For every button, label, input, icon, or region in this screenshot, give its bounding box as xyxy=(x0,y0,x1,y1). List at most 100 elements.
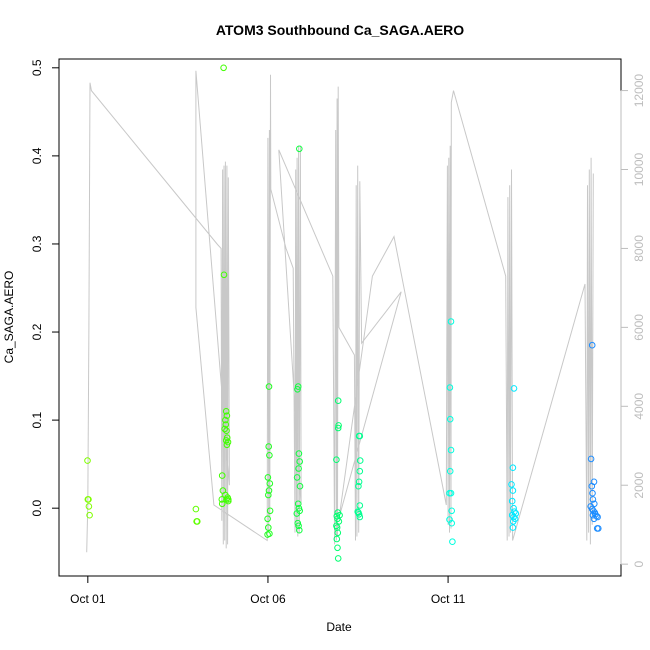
data-point xyxy=(265,487,273,494)
data-point xyxy=(222,408,230,415)
data-point xyxy=(356,457,364,464)
data-point xyxy=(295,522,302,530)
data-point xyxy=(293,474,301,481)
data-point xyxy=(85,496,92,503)
data-point xyxy=(509,524,517,531)
data-point xyxy=(336,511,343,519)
y2-tick-label: 0 xyxy=(632,561,646,568)
data-point xyxy=(334,397,342,405)
y2-tick-label: 8000 xyxy=(632,235,646,262)
data-point xyxy=(509,464,517,472)
y-tick-label: 0.3 xyxy=(30,235,44,252)
data-point xyxy=(334,424,342,432)
data-point xyxy=(334,555,342,562)
x-axis-label: Date xyxy=(326,620,352,634)
data-point xyxy=(293,510,301,517)
data-point xyxy=(447,318,455,325)
y2-tick-label: 12000 xyxy=(632,74,646,108)
data-point xyxy=(355,478,363,486)
y-tick-label: 0.4 xyxy=(30,147,44,164)
data-point xyxy=(265,524,272,531)
data-point xyxy=(295,450,303,457)
y-axis-right: 0 2000 4000 6000 8000 10000 12000 xyxy=(620,74,646,568)
data-point xyxy=(589,496,597,503)
data-points-layer xyxy=(84,64,602,562)
data-point xyxy=(86,511,93,519)
data-point xyxy=(356,502,364,509)
data-point xyxy=(294,500,302,508)
data-point xyxy=(595,525,602,532)
data-point xyxy=(218,496,226,503)
data-point xyxy=(223,427,230,435)
x-tick-label: Oct 06 xyxy=(250,592,286,606)
y-tick-label: 0.0 xyxy=(30,500,44,517)
y2-tick-label: 2000 xyxy=(632,472,646,499)
data-point xyxy=(446,415,454,423)
data-point xyxy=(266,480,274,487)
data-point xyxy=(266,452,273,459)
data-point xyxy=(509,487,517,494)
data-point xyxy=(448,507,456,515)
data-point xyxy=(449,538,456,546)
data-point xyxy=(225,496,232,503)
data-point xyxy=(510,518,517,525)
data-point xyxy=(334,544,341,552)
data-point xyxy=(508,481,515,488)
data-point xyxy=(222,437,230,444)
data-point xyxy=(220,271,228,279)
data-point xyxy=(218,472,226,479)
data-point xyxy=(84,457,91,464)
data-point xyxy=(222,416,229,424)
altitude-track-line xyxy=(86,70,594,553)
data-point xyxy=(85,503,93,510)
y2-tick-label: 10000 xyxy=(632,152,646,186)
data-point xyxy=(192,505,200,513)
data-point xyxy=(448,519,456,527)
x-axis: Oct 01 Oct 06 Oct 11 xyxy=(70,575,466,606)
altitude-track-layer xyxy=(86,70,594,553)
data-point xyxy=(194,518,201,525)
data-point xyxy=(223,412,231,420)
data-point xyxy=(223,441,231,449)
data-point xyxy=(446,467,454,475)
data-point xyxy=(296,458,304,465)
y2-tick-label: 4000 xyxy=(632,393,646,420)
data-point xyxy=(588,482,596,490)
data-point xyxy=(221,425,228,433)
data-point xyxy=(510,513,517,521)
data-point xyxy=(296,482,304,490)
data-point xyxy=(588,341,596,349)
data-point xyxy=(264,474,272,481)
y-axis-left: 0.0 0.1 0.2 0.3 0.4 0.5 xyxy=(30,59,60,517)
x-tick-label: Oct 01 xyxy=(70,592,106,606)
data-point xyxy=(218,500,226,508)
data-point xyxy=(265,383,273,390)
data-point xyxy=(295,465,302,472)
y-tick-label: 0.1 xyxy=(30,411,44,428)
data-point xyxy=(266,507,274,515)
data-point xyxy=(589,489,596,497)
data-point xyxy=(335,422,342,429)
data-point xyxy=(333,456,340,464)
data-point xyxy=(589,511,597,519)
data-point xyxy=(266,530,273,538)
data-point xyxy=(296,145,303,153)
data-point xyxy=(294,383,302,390)
x-tick-label: Oct 11 xyxy=(431,592,466,606)
data-point xyxy=(355,511,363,518)
data-point xyxy=(265,491,272,499)
chart-title: ATOM3 Southbound Ca_SAGA.AERO xyxy=(216,22,464,38)
data-point xyxy=(296,526,303,534)
y-tick-label: 0.2 xyxy=(30,323,44,340)
data-point xyxy=(590,507,597,515)
data-point xyxy=(355,482,362,490)
data-point xyxy=(590,515,598,523)
data-point xyxy=(333,535,341,543)
data-point xyxy=(447,446,455,454)
y2-tick-label: 6000 xyxy=(632,314,646,341)
data-point xyxy=(265,443,273,450)
data-point xyxy=(508,497,516,505)
data-point xyxy=(510,385,518,392)
